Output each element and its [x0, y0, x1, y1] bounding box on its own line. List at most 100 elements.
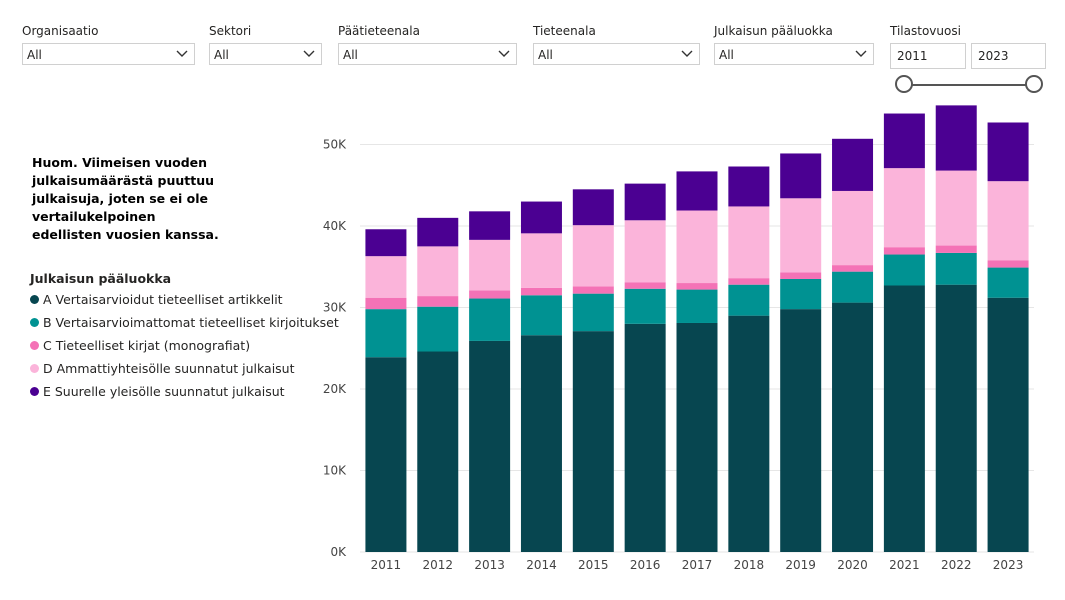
legend-item[interactable]: B Vertaisarvioimattomat tieteelliset kir… — [30, 314, 339, 332]
chevron-down-icon — [855, 50, 867, 57]
bar-segment[interactable] — [365, 297, 407, 310]
bar-segment[interactable] — [780, 272, 822, 279]
legend-dot-icon — [30, 318, 39, 327]
bar-segment[interactable] — [987, 267, 1029, 298]
legend-item-label: E Suurelle yleisölle suunnatut julkaisut — [43, 384, 285, 399]
bar-segment[interactable] — [780, 153, 822, 199]
bar-segment[interactable] — [883, 247, 925, 255]
legend-item[interactable]: E Suurelle yleisölle suunnatut julkaisut — [30, 383, 285, 401]
bar-segment[interactable] — [520, 287, 562, 296]
bar-segment[interactable] — [832, 265, 874, 272]
bar-segment[interactable] — [883, 168, 925, 248]
bar-segment[interactable] — [469, 340, 511, 552]
bar-segment[interactable] — [417, 246, 459, 297]
bar-segment[interactable] — [469, 290, 511, 299]
bar-segment[interactable] — [417, 296, 459, 307]
legend-item[interactable]: C Tieteelliset kirjat (monografiat) — [30, 337, 250, 355]
bar-segment[interactable] — [365, 229, 407, 257]
year-slider-start-handle[interactable] — [895, 75, 913, 93]
bar-segment[interactable] — [417, 217, 459, 247]
bar-segment[interactable] — [935, 284, 977, 552]
y-tick-label: 50K — [323, 138, 347, 152]
bar-segment[interactable] — [728, 315, 770, 552]
filter-dropdown-value: All — [343, 48, 358, 62]
bar-segment[interactable] — [987, 181, 1029, 261]
bar-segment[interactable] — [728, 278, 770, 285]
bar-segment[interactable] — [883, 254, 925, 286]
bar-segment[interactable] — [676, 171, 718, 211]
bar-segment[interactable] — [417, 306, 459, 352]
bar-segment[interactable] — [624, 282, 666, 289]
bar-segment[interactable] — [624, 288, 666, 324]
year-slider-track[interactable] — [904, 84, 1034, 86]
bar-segment[interactable] — [883, 285, 925, 552]
filter-dropdown-value: All — [719, 48, 734, 62]
year-slider-end-handle[interactable] — [1025, 75, 1043, 93]
bar-segment[interactable] — [780, 198, 822, 273]
bar-segment[interactable] — [935, 245, 977, 253]
filter-dropdown[interactable]: All — [22, 43, 195, 65]
bar-segment[interactable] — [520, 201, 562, 234]
bar-segment[interactable] — [832, 190, 874, 266]
bar-segment[interactable] — [987, 260, 1029, 268]
bar-segment[interactable] — [469, 298, 511, 341]
filter-label: Julkaisun pääluokka — [714, 24, 833, 38]
bar-segment[interactable] — [728, 206, 770, 279]
year-start-input[interactable]: 2011 — [890, 43, 966, 69]
bar-segment[interactable] — [572, 286, 614, 294]
x-tick-label: 2011 — [371, 558, 402, 572]
legend-item[interactable]: D Ammattiyhteisölle suunnatut julkaisut — [30, 360, 295, 378]
bar-segment[interactable] — [417, 351, 459, 552]
bar-segment[interactable] — [832, 302, 874, 552]
bar-segment[interactable] — [469, 211, 511, 240]
bar-segment[interactable] — [935, 170, 977, 246]
bar-segment[interactable] — [832, 271, 874, 303]
bar-segment[interactable] — [935, 105, 977, 171]
bar-segment[interactable] — [676, 210, 718, 284]
bar-segment[interactable] — [520, 233, 562, 288]
bar-segment[interactable] — [572, 293, 614, 332]
bar-segment[interactable] — [832, 138, 874, 191]
bar-segment[interactable] — [572, 331, 614, 552]
bar-segment[interactable] — [624, 323, 666, 552]
bar-segment[interactable] — [676, 283, 718, 290]
x-tick-label: 2016 — [630, 558, 661, 572]
bar-segment[interactable] — [365, 357, 407, 552]
bar-segment[interactable] — [572, 225, 614, 287]
bar-segment[interactable] — [728, 284, 770, 316]
filter-3: Tieteenala All — [533, 22, 700, 65]
legend-item-label: B Vertaisarvioimattomat tieteelliset kir… — [43, 315, 339, 330]
bar-segment[interactable] — [520, 335, 562, 552]
filter-dropdown[interactable]: All — [209, 43, 322, 65]
bar-segment[interactable] — [987, 122, 1029, 182]
bar-segment[interactable] — [572, 189, 614, 226]
bar-segment[interactable] — [883, 113, 925, 169]
bar-segment[interactable] — [365, 309, 407, 358]
x-tick-label: 2018 — [734, 558, 765, 572]
bar-segment[interactable] — [365, 256, 407, 298]
bar-segment[interactable] — [780, 278, 822, 310]
year-filter-label: Tilastovuosi — [890, 24, 961, 38]
bar-segment[interactable] — [728, 166, 770, 207]
bar-segment[interactable] — [935, 252, 977, 285]
year-end-input[interactable]: 2023 — [971, 43, 1046, 69]
chevron-down-icon — [303, 50, 315, 57]
bar-segment[interactable] — [624, 183, 666, 221]
filter-dropdown[interactable]: All — [714, 43, 874, 65]
x-tick-label: 2023 — [993, 558, 1024, 572]
filter-label: Päätieteenala — [338, 24, 420, 38]
filter-dropdown[interactable]: All — [533, 43, 700, 65]
bar-segment[interactable] — [624, 220, 666, 283]
filter-dropdown[interactable]: All — [338, 43, 517, 65]
bar-segment[interactable] — [780, 309, 822, 552]
bar-segment[interactable] — [469, 239, 511, 291]
x-tick-label: 2013 — [474, 558, 505, 572]
bar-segment[interactable] — [520, 295, 562, 336]
bar-segment[interactable] — [676, 322, 718, 552]
filter-label: Tieteenala — [533, 24, 596, 38]
bar-segment[interactable] — [676, 289, 718, 323]
y-tick-label: 20K — [323, 382, 347, 396]
legend-item-label: C Tieteelliset kirjat (monografiat) — [43, 338, 251, 353]
bar-segment[interactable] — [987, 297, 1029, 552]
legend-item[interactable]: A Vertaisarvioidut tieteelliset artikkel… — [30, 291, 283, 309]
